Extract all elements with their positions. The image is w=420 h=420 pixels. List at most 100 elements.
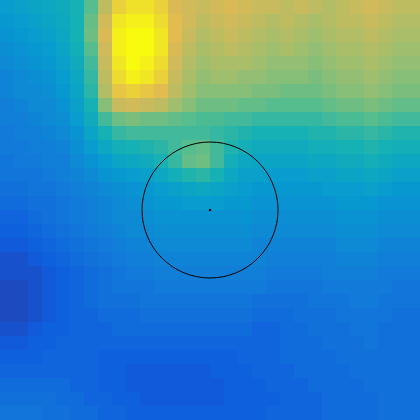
cell (364, 392, 379, 407)
cell (112, 322, 127, 337)
cell (56, 98, 71, 113)
cell (98, 224, 113, 239)
cell (252, 252, 267, 267)
cell (154, 70, 169, 85)
cell (210, 364, 225, 379)
cell (378, 364, 393, 379)
cell (84, 126, 99, 141)
cell (392, 210, 407, 225)
cell (84, 378, 99, 393)
cell (336, 210, 351, 225)
cell (294, 56, 309, 71)
cell (364, 196, 379, 211)
cell (98, 98, 113, 113)
cell (0, 112, 15, 127)
cell (266, 140, 281, 155)
cell (168, 56, 183, 71)
cell (28, 182, 43, 197)
cell (140, 14, 155, 29)
cell (98, 42, 113, 57)
cell (308, 252, 323, 267)
cell (210, 42, 225, 57)
cell (140, 294, 155, 309)
cell (70, 0, 85, 15)
cell (140, 84, 155, 99)
cell (378, 336, 393, 351)
cell (56, 266, 71, 281)
cell (168, 378, 183, 393)
cell (224, 294, 239, 309)
cell (252, 98, 267, 113)
cell (154, 154, 169, 169)
cell (266, 378, 281, 393)
cell (294, 126, 309, 141)
cell (322, 392, 337, 407)
cell (224, 308, 239, 323)
cell (56, 28, 71, 43)
cell (392, 308, 407, 323)
cell (406, 168, 420, 183)
cell (224, 224, 239, 239)
cell (0, 210, 15, 225)
cell (70, 252, 85, 267)
cell (378, 154, 393, 169)
cell (308, 56, 323, 71)
cell (336, 266, 351, 281)
cell (308, 406, 323, 420)
cell (98, 14, 113, 29)
cell (98, 28, 113, 43)
cell (0, 42, 15, 57)
cell (266, 280, 281, 295)
cell (112, 182, 127, 197)
cell (364, 168, 379, 183)
cell (280, 196, 295, 211)
cell (364, 140, 379, 155)
cell (350, 238, 365, 253)
cell (182, 238, 197, 253)
cell (98, 378, 113, 393)
cell (238, 126, 253, 141)
cell (98, 168, 113, 183)
cell (0, 84, 15, 99)
cell (378, 350, 393, 365)
cell (350, 84, 365, 99)
cell (140, 266, 155, 281)
cell (294, 308, 309, 323)
cell (210, 308, 225, 323)
cell (84, 350, 99, 365)
cell (154, 294, 169, 309)
cell (238, 70, 253, 85)
cell (294, 378, 309, 393)
cell (392, 378, 407, 393)
cell (168, 70, 183, 85)
cell (406, 196, 420, 211)
cell (406, 364, 420, 379)
cell (112, 56, 127, 71)
cell (0, 406, 15, 420)
cell (392, 42, 407, 57)
cell (294, 210, 309, 225)
cell (70, 42, 85, 57)
cell (84, 196, 99, 211)
cell (28, 42, 43, 57)
cell (196, 252, 211, 267)
cell (84, 238, 99, 253)
cell (392, 322, 407, 337)
cell (280, 0, 295, 15)
cell (252, 378, 267, 393)
cell (210, 70, 225, 85)
cell (56, 154, 71, 169)
cell (238, 238, 253, 253)
cell (196, 42, 211, 57)
cell (406, 126, 420, 141)
cell (266, 364, 281, 379)
cell (154, 238, 169, 253)
cell (280, 266, 295, 281)
cell (14, 70, 29, 85)
cell (364, 28, 379, 43)
cell (56, 196, 71, 211)
cell (350, 350, 365, 365)
cell (364, 294, 379, 309)
cell (322, 336, 337, 351)
cell (196, 238, 211, 253)
